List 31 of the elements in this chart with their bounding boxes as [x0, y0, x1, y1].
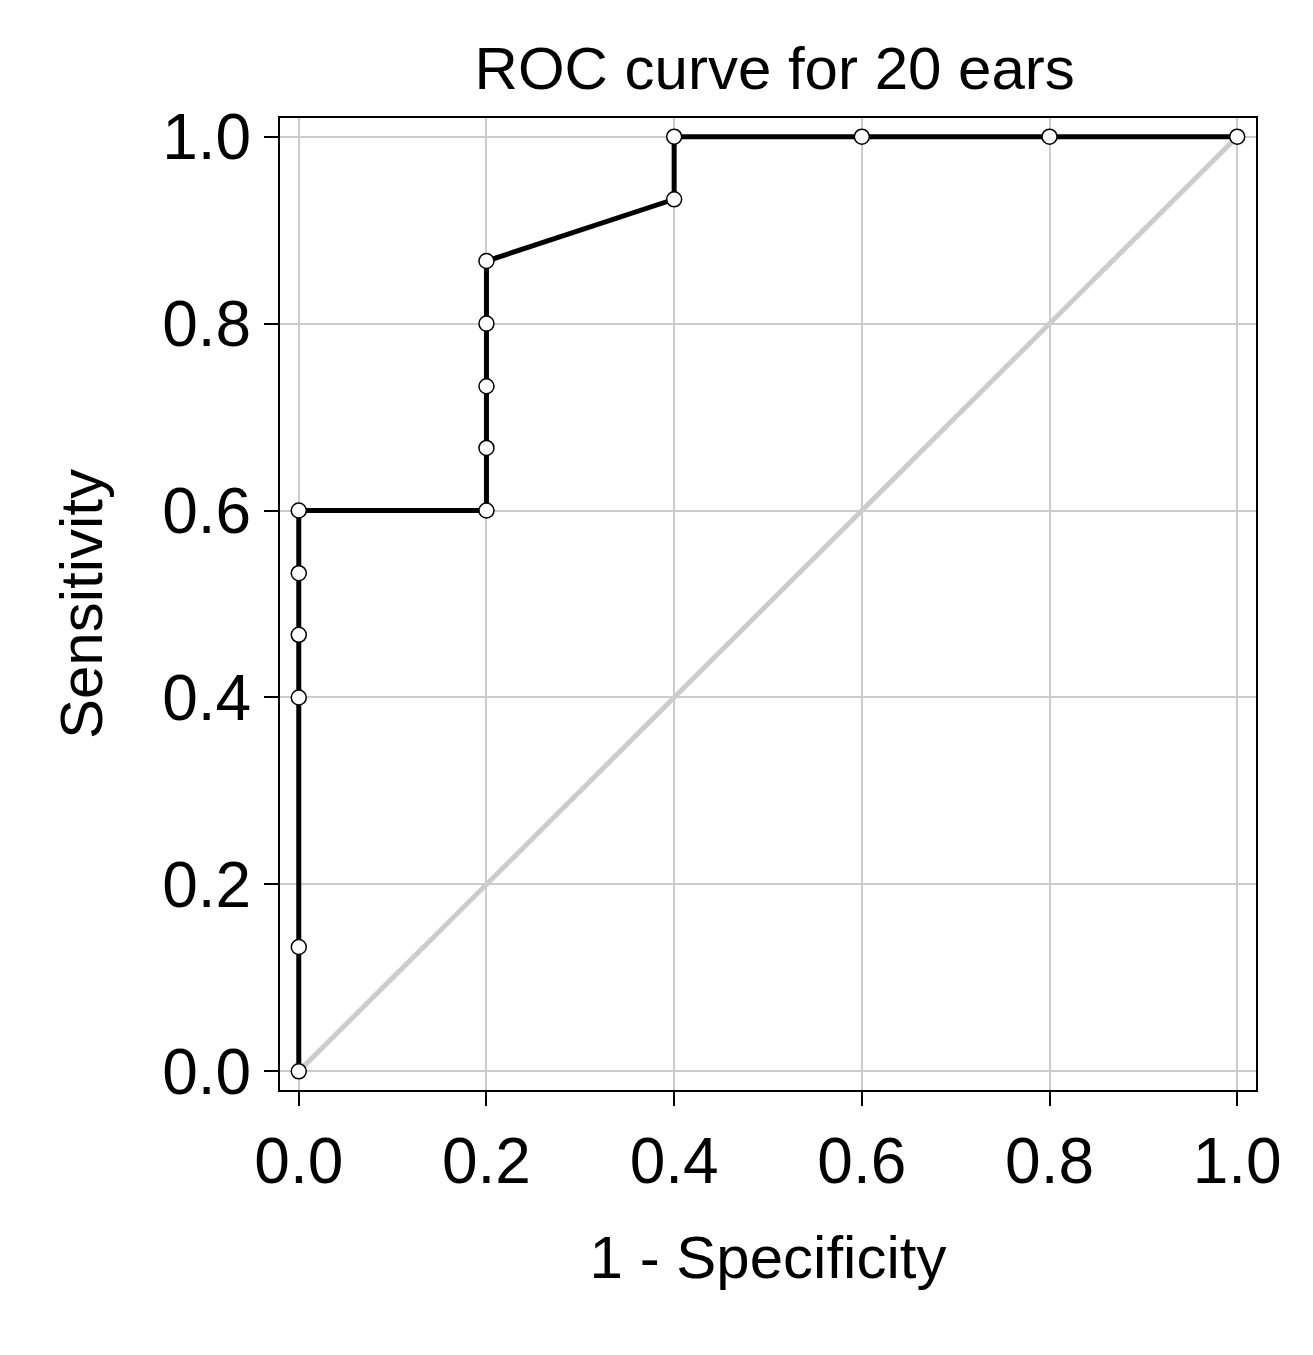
- point: [665, 191, 683, 208]
- point: [1041, 128, 1058, 145]
- point: [853, 128, 871, 145]
- point: [478, 502, 495, 519]
- point: [290, 938, 308, 956]
- point: [290, 502, 308, 519]
- point: [290, 626, 308, 644]
- point: [478, 377, 495, 395]
- y-tick-label: 0.4: [162, 661, 252, 734]
- x-tick-label: 0.2: [441, 1124, 531, 1197]
- y-tick-label: 0.0: [162, 1035, 252, 1108]
- x-tick-label: 0.4: [629, 1124, 719, 1197]
- y-tick-label: 0.6: [162, 474, 252, 547]
- point: [478, 315, 495, 332]
- y-tick-label: 0.8: [162, 288, 252, 361]
- y-axis-title: Sensitivity: [48, 468, 116, 740]
- point: [290, 689, 308, 706]
- point: [478, 439, 495, 457]
- point: [478, 252, 495, 270]
- point: [1228, 128, 1246, 145]
- x-tick-label: 1.0: [1192, 1124, 1282, 1197]
- x-tick-label: 0.8: [1005, 1124, 1095, 1197]
- y-tick-label: 1.0: [162, 101, 252, 174]
- point: [665, 128, 683, 145]
- point: [290, 564, 308, 582]
- x-tick-label: 0.6: [817, 1124, 907, 1197]
- x-axis-title: 1 - Specificity: [589, 1223, 947, 1291]
- x-tick-label: 0.0: [254, 1124, 344, 1197]
- chart-title: ROC curve for 20 ears: [474, 35, 1075, 103]
- y-tick-label: 0.2: [162, 848, 252, 921]
- point: [290, 1063, 308, 1080]
